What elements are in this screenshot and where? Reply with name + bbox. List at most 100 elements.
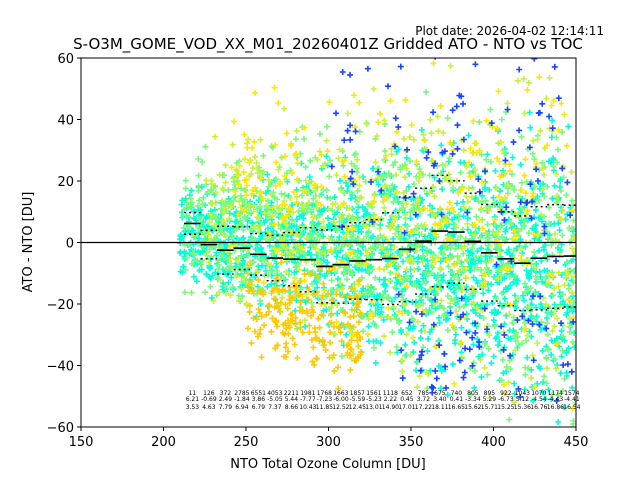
- scatter-point-light_green: [498, 377, 505, 384]
- scatter-point-yellow: [524, 207, 531, 214]
- scatter-point-cyan: [526, 109, 533, 116]
- scatter-point-orange: [291, 341, 298, 348]
- scatter-point-yellow: [318, 183, 325, 190]
- scatter-point-blue: [481, 305, 488, 312]
- scatter-point-yellow_green: [542, 301, 549, 308]
- scatter-point-yellow: [473, 140, 480, 147]
- scatter-point-orange: [327, 329, 334, 336]
- scatter-point-yellow_green: [486, 243, 493, 249]
- bin-count-label: 1118: [383, 390, 398, 397]
- scatter-point-cyan: [420, 275, 427, 282]
- scatter-point-cyan: [375, 181, 382, 188]
- scatter-point-orange: [301, 271, 308, 278]
- scatter-point-light_green: [231, 194, 237, 201]
- scatter-point-blue: [460, 374, 467, 381]
- bin-mean-label: -4.43: [548, 396, 564, 403]
- scatter-point-cyan: [340, 229, 347, 236]
- scatter-point-cyan: [302, 323, 308, 330]
- scatter-point-yellow_green: [402, 211, 409, 218]
- scatter-point-cyan: [389, 298, 395, 305]
- scatter-point-orange: [335, 385, 342, 392]
- scatter-point-light_green: [566, 329, 573, 335]
- scatter-point-yellow_green: [350, 351, 357, 357]
- scatter-point-light_green: [514, 334, 521, 341]
- scatter-point-yellow_green: [411, 267, 418, 273]
- scatter-point-yellow: [479, 179, 485, 186]
- scatter-point-yellow_green: [549, 328, 556, 335]
- scatter-point-yellow_green: [316, 234, 323, 241]
- scatter-point-yellow: [479, 225, 486, 232]
- scatter-point-light_green: [389, 329, 396, 336]
- scatter-point-blue: [398, 347, 405, 354]
- scatter-point-light_green: [367, 288, 374, 295]
- scatter-point-light_green: [559, 129, 565, 136]
- scatter-point-yellow_green: [350, 217, 357, 223]
- scatter-point-blue: [350, 181, 357, 188]
- scatter-point-light_green: [293, 263, 300, 270]
- scatter-point-cyan: [557, 184, 563, 191]
- scatter-point-light_green: [570, 279, 576, 286]
- scatter-point-light_green: [289, 217, 296, 224]
- scatter-point-light_green: [237, 217, 244, 224]
- scatter-point-yellow_green: [488, 257, 495, 264]
- scatter-point-light_green: [371, 286, 378, 292]
- scatter-point-cyan: [571, 344, 576, 351]
- scatter-point-cyan: [326, 224, 333, 231]
- scatter-point-light_green: [531, 316, 538, 323]
- scatter-point-light_green: [326, 173, 333, 180]
- scatter-point-light_green: [242, 215, 249, 222]
- scatter-point-light_green: [310, 234, 317, 241]
- scatter-point-yellow: [385, 304, 392, 311]
- scatter-point-yellow: [250, 208, 257, 215]
- scatter-point-light_green: [565, 285, 572, 292]
- scatter-point-yellow: [235, 258, 242, 265]
- scatter-point-cyan: [564, 211, 571, 218]
- scatter-point-light_green: [395, 263, 402, 270]
- scatter-point-cyan: [394, 349, 401, 356]
- scatter-point-yellow_green: [427, 207, 434, 214]
- scatter-point-light_green: [454, 253, 461, 260]
- scatter-point-cyan: [378, 308, 385, 315]
- bin-mean-label: -4.41: [564, 396, 580, 403]
- scatter-point-yellow_green: [447, 300, 454, 307]
- scatter-point-light_green: [257, 297, 263, 304]
- scatter-point-yellow_green: [392, 230, 399, 237]
- scatter-point-cyan: [488, 360, 495, 367]
- scatter-point-blue: [454, 122, 461, 129]
- scatter-point-cyan: [551, 452, 557, 458]
- scatter-point-light_green: [555, 392, 562, 399]
- scatter-point-light_green: [306, 230, 313, 236]
- scatter-point-cyan: [505, 246, 512, 253]
- scatter-point-cyan: [182, 195, 189, 202]
- scatter-point-yellow_green: [236, 298, 243, 305]
- scatter-point-cyan: [203, 271, 210, 278]
- scatter-point-yellow: [470, 118, 477, 125]
- bin-count-label: 11: [189, 390, 197, 397]
- bin-mean-label: -5.23: [366, 396, 382, 403]
- scatter-point-yellow_green: [540, 295, 547, 302]
- bin-std-label: 17.22: [415, 404, 432, 411]
- scatter-point-orange: [340, 322, 347, 328]
- scatter-point-orange: [297, 299, 304, 306]
- scatter-point-blue: [457, 314, 464, 321]
- scatter-point-orange: [245, 287, 252, 294]
- scatter-point-blue: [413, 308, 420, 315]
- scatter-point-yellow: [309, 214, 316, 221]
- scatter-point-yellow_green: [403, 331, 410, 338]
- scatter-point-light_green: [354, 187, 361, 194]
- scatter-point-yellow: [544, 142, 551, 149]
- scatter-point-yellow: [436, 221, 443, 228]
- scatter-point-cyan: [507, 282, 514, 289]
- scatter-point-yellow: [561, 111, 568, 118]
- scatter-point-cyan: [527, 124, 534, 131]
- scatter-point-light_green: [531, 249, 538, 256]
- scatter-point-cyan: [490, 353, 497, 360]
- scatter-point-light_green: [344, 262, 351, 269]
- scatter-point-yellow: [421, 205, 428, 212]
- scatter-point-cyan: [357, 250, 364, 257]
- scatter-point-orange: [269, 315, 276, 322]
- scatter-point-yellow_green: [216, 289, 223, 296]
- scatter-point-light_green: [392, 159, 398, 166]
- scatter-point-cyan: [190, 208, 197, 215]
